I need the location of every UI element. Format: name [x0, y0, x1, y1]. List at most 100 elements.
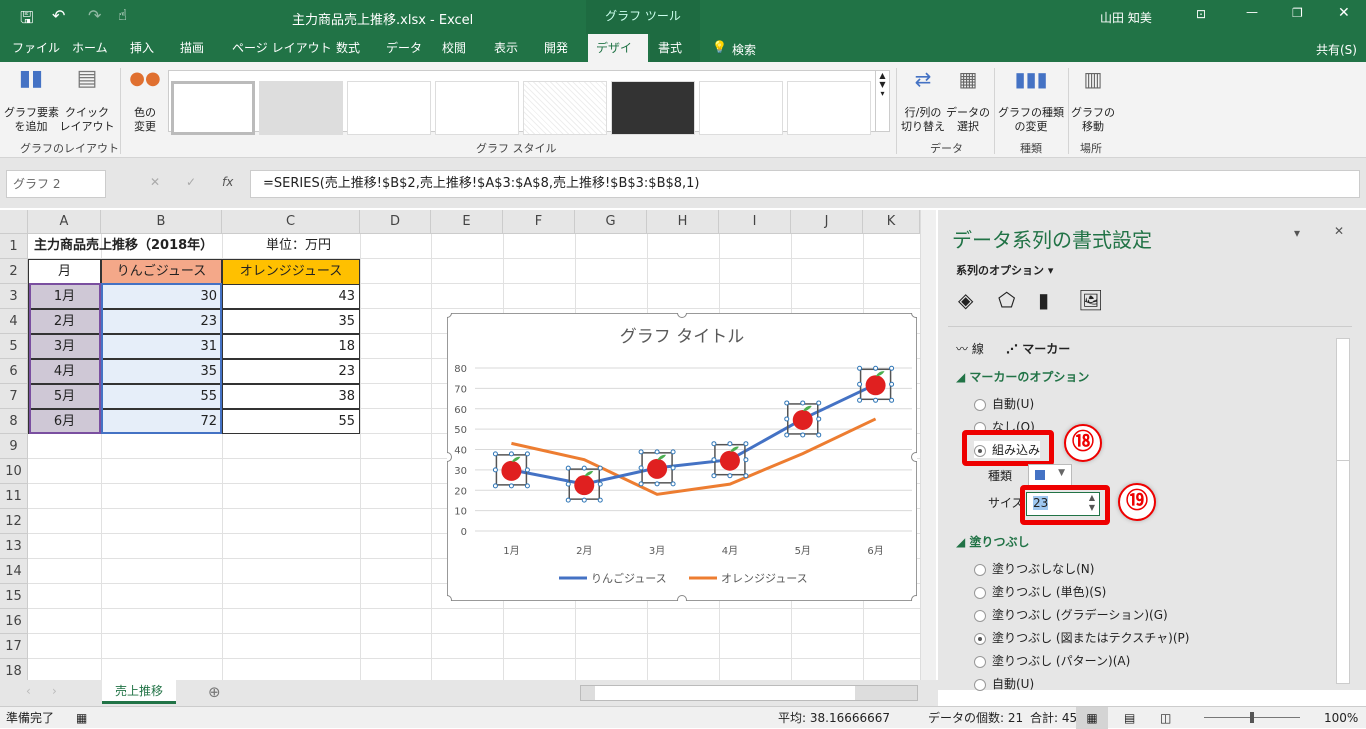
tab-file[interactable]: ファイル [12, 41, 61, 55]
section-fill[interactable]: ◢ 塗りつぶし [956, 535, 1030, 549]
fill-option[interactable]: 自動(U) [974, 675, 1034, 692]
radio-auto[interactable]: 自動(U) [974, 395, 1034, 412]
row-header[interactable]: 12 [0, 509, 28, 534]
row-header[interactable]: 2 [0, 259, 28, 284]
row-header[interactable]: 4 [0, 309, 28, 334]
apple-marker-icon[interactable] [574, 475, 595, 496]
selection-handle[interactable] [638, 481, 644, 487]
selection-handle[interactable] [492, 483, 498, 489]
chart-style-5[interactable] [523, 81, 607, 135]
data-cell[interactable]: 38 [222, 384, 360, 409]
selection-handle[interactable] [492, 451, 498, 457]
selection-handle[interactable] [800, 432, 806, 438]
selection-handle[interactable] [524, 483, 530, 489]
selection-handle[interactable] [597, 497, 603, 503]
apple-marker-icon[interactable] [865, 375, 886, 396]
sheet-tab-active[interactable]: 売上推移 [102, 680, 176, 704]
selection-handle[interactable] [889, 397, 895, 403]
selection-handle[interactable] [784, 432, 790, 438]
row-header[interactable]: 15 [0, 584, 28, 609]
selection-handle[interactable] [638, 465, 644, 471]
selection-handle[interactable] [711, 457, 717, 463]
effects-icon[interactable]: ⬠ [998, 288, 1016, 312]
picture-icon[interactable]: 🖼 [1078, 288, 1104, 312]
data-cell[interactable]: 31 [101, 334, 222, 359]
column-header[interactable]: B [101, 210, 222, 234]
add-chart-element-button[interactable]: ▮▮ グラフ要素 を追加 [4, 68, 59, 134]
chart-resize-handle[interactable] [447, 595, 452, 602]
column-header[interactable]: G [575, 210, 647, 234]
selection-handle[interactable] [816, 416, 822, 422]
share-button[interactable]: 共有(S) [1316, 43, 1357, 57]
row-header[interactable]: 1 [0, 234, 28, 259]
row-header[interactable]: 10 [0, 459, 28, 484]
fill-line-icon[interactable]: ◈ [958, 288, 974, 312]
radio-button[interactable] [974, 632, 986, 645]
apple-marker-icon[interactable] [719, 450, 740, 471]
close-icon[interactable]: ✕ [1338, 5, 1350, 21]
search-box[interactable]: 検索 [732, 43, 757, 57]
chart-resize-handle[interactable] [447, 452, 452, 462]
apple-marker-icon[interactable] [792, 409, 813, 430]
data-cell[interactable]: 23 [222, 359, 360, 384]
zoom-slider[interactable] [1204, 712, 1300, 723]
marker-size-input[interactable]: 23 ▲ ▼ [1026, 492, 1100, 516]
tab-review[interactable]: 校閲 [442, 41, 467, 55]
normal-view-icon[interactable]: ▦ [1076, 707, 1108, 729]
column-header[interactable]: D [360, 210, 431, 234]
section-marker-options[interactable]: ◢ マーカーのオプション [956, 370, 1090, 384]
selection-handle[interactable] [654, 481, 660, 487]
selection-handle[interactable] [565, 481, 571, 487]
selection-handle[interactable] [654, 449, 660, 455]
tab-format[interactable]: 書式 [650, 34, 700, 62]
chart-style-4[interactable] [435, 81, 519, 135]
data-cell[interactable]: 18 [222, 334, 360, 359]
sheet-title-cell[interactable]: 主力商品売上推移（2018年） [34, 238, 214, 253]
select-data-button[interactable]: ▦ データの 選択 [946, 69, 990, 134]
ribbon-display-icon[interactable]: ⊡ [1196, 7, 1207, 21]
fill-option[interactable]: 塗りつぶし (パターン)(A) [974, 652, 1130, 669]
chart-resize-handle[interactable] [911, 595, 918, 602]
selection-handle[interactable] [524, 451, 530, 457]
cancel-icon[interactable]: ✕ [150, 175, 161, 189]
row-header[interactable]: 9 [0, 434, 28, 459]
gallery-scroll[interactable]: ▲ ▼ ▾ [875, 71, 889, 131]
next-sheet-icon[interactable]: › [52, 684, 57, 698]
selection-handle[interactable] [581, 465, 587, 471]
selection-handle[interactable] [816, 432, 822, 438]
chart[interactable]: グラフ タイトル 0 10 20 30 40 50 60 70 80 1月 2月 3月 4月 5月 6月りんご… [447, 313, 917, 601]
chart-resize-handle[interactable] [911, 452, 918, 462]
chart-style-6[interactable] [611, 81, 695, 135]
column-header[interactable]: K [863, 210, 920, 234]
selection-handle[interactable] [492, 467, 498, 473]
selection-handle[interactable] [873, 365, 879, 371]
pane-close-icon[interactable]: ✕ [1334, 224, 1345, 238]
column-header[interactable]: H [647, 210, 719, 234]
selection-handle[interactable] [727, 441, 733, 447]
radio-button[interactable] [974, 678, 986, 691]
selection-handle[interactable] [597, 481, 603, 487]
tab-line[interactable]: 〰 線 [956, 342, 984, 356]
page-layout-view-icon[interactable]: ▤ [1124, 711, 1136, 725]
change-colors-button[interactable]: ●● 色の 変更 [124, 70, 166, 134]
series-options-icon[interactable]: ▮ [1038, 288, 1050, 312]
selection-handle[interactable] [508, 483, 514, 489]
column-header[interactable]: C [222, 210, 360, 234]
row-header[interactable]: 17 [0, 634, 28, 659]
radio-button[interactable] [974, 398, 986, 411]
selection-handle[interactable] [889, 381, 895, 387]
radio-button[interactable] [974, 586, 986, 599]
prev-sheet-icon[interactable]: ‹ [26, 684, 31, 698]
formula-input[interactable]: =SERIES(売上推移!$B$2,売上推移!$A$3:$A$8,売上推移!$B… [250, 170, 1360, 198]
selection-handle[interactable] [784, 416, 790, 422]
data-cell[interactable]: 2月 [28, 309, 101, 334]
tab-data[interactable]: データ [386, 41, 423, 55]
header-cell[interactable]: りんごジュース [101, 259, 222, 285]
column-header[interactable]: F [503, 210, 575, 234]
tab-draw[interactable]: 描画 [180, 41, 205, 55]
row-header[interactable]: 8 [0, 409, 28, 434]
tab-design[interactable]: デザイン [588, 34, 648, 83]
data-cell[interactable]: 4月 [28, 359, 101, 384]
selection-handle[interactable] [565, 465, 571, 471]
selection-handle[interactable] [743, 457, 749, 463]
